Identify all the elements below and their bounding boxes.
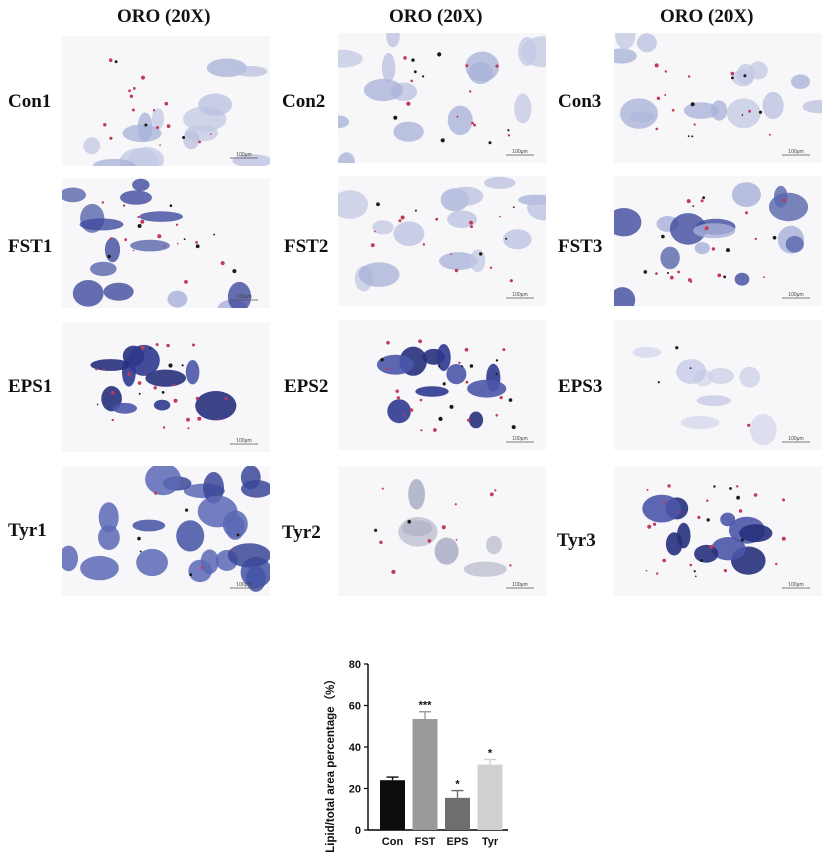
micrograph-con2: 100μm [338, 33, 546, 163]
micrograph-eps1: 100μm [62, 322, 270, 452]
scale-bar-label: 100μm [788, 436, 803, 442]
micrograph-tyr2: 100μm [338, 466, 546, 596]
micrograph-eps3: 100μm [614, 320, 822, 450]
scale-bar-label: 100μm [512, 582, 527, 588]
row-label-eps2: EPS2 [284, 376, 329, 397]
row-label-eps1: EPS1 [8, 376, 53, 397]
y-axis-label: Lipid/total area percentage（%） [323, 673, 337, 853]
y-tick-label: 40 [349, 742, 361, 754]
row-label-con1: Con1 [8, 91, 52, 112]
x-tick-label: FST [415, 836, 436, 848]
chart-bars [380, 711, 503, 830]
significance-marker: * [488, 747, 493, 759]
x-tick-label: Con [382, 836, 404, 848]
row-label-eps3: EPS3 [558, 376, 603, 397]
row-label-fst1: FST1 [8, 236, 53, 257]
scale-bar-label: 100μm [788, 149, 803, 155]
bar-eps [445, 797, 470, 830]
micrograph-tyr3: 100μm [614, 466, 822, 596]
scale-bar-label: 100μm [512, 292, 527, 298]
scale-bar-label: 100μm [236, 582, 251, 588]
micrograph-fst3: 100μm [614, 176, 822, 306]
row-label-tyr1: Tyr1 [8, 520, 47, 541]
micrograph-fst2: 100μm [338, 176, 546, 306]
x-tick-label: Tyr [482, 836, 499, 848]
scale-bar-label: 100μm [236, 152, 251, 158]
y-tick-label: 80 [349, 659, 361, 671]
row-label-fst2: FST2 [284, 236, 329, 257]
significance-marker: * [455, 779, 460, 791]
row-label-tyr2: Tyr2 [282, 522, 321, 543]
micrograph-eps2: 100μm [338, 320, 546, 450]
micrograph-tyr1: 100μm [62, 466, 270, 596]
chart-labels: 0 20 40 60 80 Con FST *** EPS * Tyr * [349, 659, 499, 848]
scale-bar-label: 100μm [236, 294, 251, 300]
scale-bar-label: 100μm [788, 582, 803, 588]
column-title-2: ORO (20X) [389, 6, 483, 27]
scale-bar-label: 100μm [788, 292, 803, 298]
column-title-3: ORO (20X) [660, 6, 754, 27]
row-label-con3: Con3 [558, 91, 602, 112]
micrograph-con1: 100μm [62, 36, 270, 166]
y-tick-label: 20 [349, 784, 361, 796]
scale-bar-label: 100μm [236, 438, 251, 444]
row-label-tyr3: Tyr3 [557, 530, 596, 551]
row-label-con2: Con2 [282, 91, 326, 112]
micrograph-con3: 100μm [614, 33, 822, 163]
scale-bar-label: 100μm [512, 436, 527, 442]
x-tick-label: EPS [446, 836, 468, 848]
row-label-fst3: FST3 [558, 236, 603, 257]
bar-tyr [477, 764, 503, 830]
column-title-1: ORO (20X) [117, 6, 211, 27]
y-tick-label: 60 [349, 701, 361, 713]
bar-con [380, 780, 405, 830]
bar-fst [412, 718, 438, 830]
micrograph-fst1: 100μm [62, 178, 270, 308]
significance-marker: *** [419, 700, 433, 712]
y-tick-label: 0 [355, 825, 361, 837]
scale-bar-label: 100μm [512, 149, 527, 155]
lipid-bar-chart: 0 20 40 60 80 Con FST *** EPS * Tyr * Lipid/total a… [323, 659, 508, 853]
